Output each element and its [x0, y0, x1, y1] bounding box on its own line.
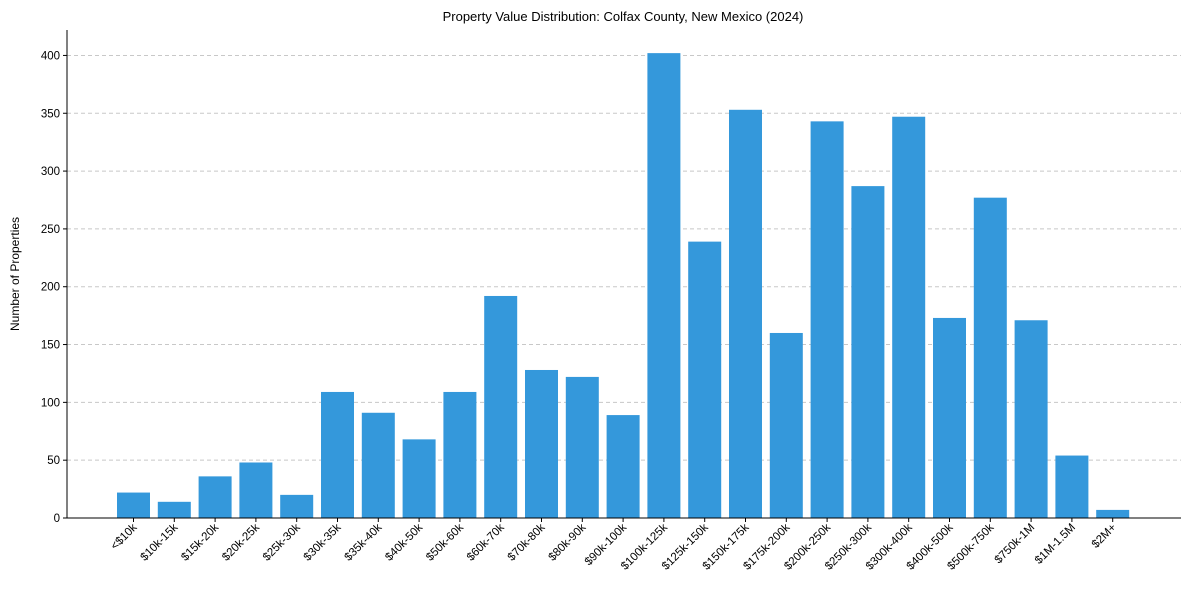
bar — [1055, 455, 1089, 518]
x-tick-label: $2M+ — [1090, 521, 1119, 550]
bar — [769, 332, 803, 518]
x-tick-label: $80k-90k — [546, 521, 588, 563]
x-tick-label: $70k-80k — [506, 521, 548, 563]
bar — [1014, 320, 1048, 518]
x-tick-label: $30k-35k — [302, 521, 344, 563]
chart-title: Property Value Distribution: Colfax Coun… — [443, 9, 804, 24]
y-tick-label: 50 — [47, 455, 60, 467]
x-tick-label: $750k-1M — [993, 522, 1038, 567]
x-tick-label: $1M-1.5M — [1033, 522, 1078, 567]
y-axis-ticks: 0 50 100 150 200 250 300 350 400 — [41, 50, 67, 525]
x-tick-label: $15k-20k — [179, 521, 221, 563]
bar — [117, 492, 150, 518]
bar — [565, 376, 599, 518]
bar — [729, 109, 762, 518]
bar — [321, 391, 354, 518]
bar — [1096, 509, 1130, 518]
bar — [484, 295, 518, 518]
bar — [688, 241, 722, 518]
bar — [361, 412, 395, 518]
bar — [443, 391, 477, 518]
y-tick-label: 300 — [41, 166, 60, 178]
y-tick-label: 200 — [41, 282, 60, 294]
bar — [239, 462, 273, 518]
x-tick-label: $10k-15k — [138, 521, 180, 563]
grid-lines — [67, 54, 1181, 461]
bar — [402, 439, 436, 518]
y-tick-label: 150 — [41, 340, 60, 352]
x-tick-label: $50k-60k — [424, 521, 466, 563]
x-tick-label: $40k-50k — [383, 521, 425, 563]
bar — [851, 186, 885, 518]
bar — [198, 476, 232, 518]
x-tick-label: $20k-25k — [220, 521, 262, 563]
x-tick-label: $35k-40k — [342, 521, 384, 563]
bar — [973, 197, 1007, 518]
bar — [647, 53, 681, 518]
y-axis-label: Number of Properties — [8, 217, 22, 331]
bar — [157, 501, 191, 518]
y-tick-label: 100 — [41, 397, 60, 409]
bar — [525, 369, 558, 518]
bar — [933, 317, 966, 518]
x-tick-label: $25k-30k — [261, 521, 303, 563]
y-tick-label: 400 — [41, 50, 60, 62]
bar — [892, 116, 926, 518]
x-tick-label: $60k-70k — [465, 521, 507, 563]
y-tick-label: 350 — [41, 108, 60, 120]
bar — [606, 415, 640, 518]
bar — [280, 494, 314, 518]
y-tick-label: 250 — [41, 224, 60, 236]
bar — [810, 121, 844, 518]
bars-group — [117, 53, 1130, 518]
y-tick-label: 0 — [54, 513, 60, 525]
x-axis-ticks: <$10k$10k-15k$15k-20k$20k-25k$25k-30k$30… — [109, 518, 1119, 573]
x-tick-label: <$10k — [109, 521, 140, 552]
